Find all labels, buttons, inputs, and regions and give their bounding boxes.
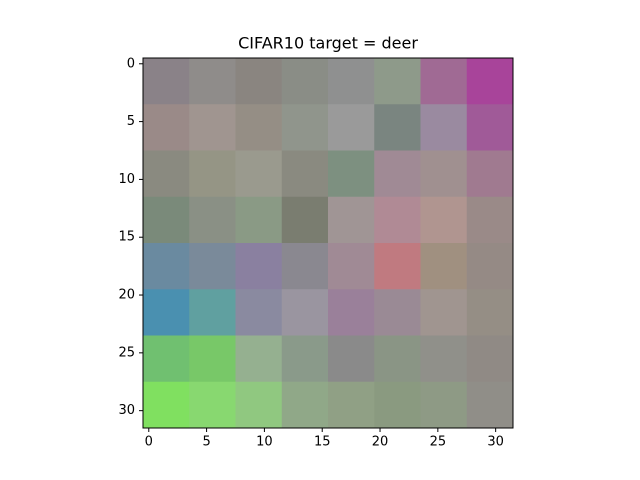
pixel-block bbox=[374, 335, 421, 383]
pixel-block bbox=[189, 104, 236, 151]
pixel-block bbox=[420, 150, 468, 198]
pixel-block bbox=[235, 196, 283, 244]
pixel-block bbox=[328, 335, 375, 383]
pixel-block bbox=[281, 289, 329, 336]
pixel-block bbox=[374, 196, 421, 244]
pixel-block bbox=[374, 381, 421, 429]
y-tick-label: 25 bbox=[118, 345, 135, 360]
pixel-block bbox=[374, 289, 421, 336]
y-tick-label: 10 bbox=[118, 172, 135, 187]
pixel-block bbox=[466, 335, 514, 383]
pixel-block bbox=[143, 335, 190, 383]
x-tick-label: 30 bbox=[487, 435, 504, 450]
pixel-block bbox=[189, 335, 236, 383]
chart-title: CIFAR10 target = deer bbox=[238, 34, 418, 53]
x-tick-label: 10 bbox=[256, 435, 273, 450]
pixel-block bbox=[235, 289, 283, 336]
x-tick-label: 15 bbox=[314, 435, 331, 450]
pixel-block bbox=[189, 58, 236, 105]
pixel-block bbox=[281, 104, 329, 151]
pixel-block bbox=[466, 243, 514, 290]
pixel-block bbox=[420, 243, 468, 290]
pixel-block bbox=[420, 58, 468, 105]
pixel-block bbox=[328, 381, 375, 429]
pixel-block bbox=[235, 150, 283, 198]
x-tick-label: 5 bbox=[202, 435, 210, 450]
pixel-block bbox=[189, 381, 236, 429]
x-tick-label: 0 bbox=[145, 435, 153, 450]
pixel-block bbox=[374, 243, 421, 290]
pixel-block bbox=[281, 335, 329, 383]
pixel-block bbox=[189, 196, 236, 244]
pixel-block bbox=[420, 289, 468, 336]
pixel-block bbox=[143, 150, 190, 198]
pixel-block bbox=[328, 58, 375, 105]
pixel-block bbox=[374, 58, 421, 105]
pixel-block bbox=[235, 243, 283, 290]
pixel-block bbox=[235, 381, 283, 429]
pixel-block bbox=[281, 381, 329, 429]
axes-frame bbox=[142, 57, 514, 429]
pixel-block bbox=[328, 243, 375, 290]
pixel-block bbox=[466, 381, 514, 429]
pixel-block bbox=[420, 335, 468, 383]
pixel-block bbox=[328, 104, 375, 151]
pixel-block bbox=[281, 58, 329, 105]
pixel-block bbox=[466, 58, 514, 105]
pixel-block bbox=[420, 196, 468, 244]
pixel-block bbox=[466, 196, 514, 244]
pixel-block bbox=[420, 381, 468, 429]
pixel-block bbox=[374, 104, 421, 151]
pixel-block bbox=[143, 243, 190, 290]
pixel-block bbox=[189, 243, 236, 290]
pixel-block bbox=[374, 150, 421, 198]
pixel-block bbox=[328, 196, 375, 244]
pixel-block bbox=[328, 150, 375, 198]
pixel-block bbox=[466, 104, 514, 151]
pixel-block bbox=[143, 104, 190, 151]
pixel-block bbox=[235, 104, 283, 151]
pixel-block bbox=[143, 289, 190, 336]
pixel-block bbox=[235, 58, 283, 105]
y-tick-label: 20 bbox=[118, 288, 135, 303]
x-tick-label: 25 bbox=[430, 435, 447, 450]
y-tick-label: 15 bbox=[118, 230, 135, 245]
y-tick-label: 5 bbox=[127, 114, 135, 129]
pixel-block bbox=[281, 150, 329, 198]
pixel-block bbox=[466, 150, 514, 198]
y-tick-label: 0 bbox=[127, 56, 135, 71]
y-tick-label: 30 bbox=[118, 403, 135, 418]
pixel-block bbox=[189, 150, 236, 198]
pixel-block bbox=[328, 289, 375, 336]
pixel-block bbox=[143, 381, 190, 429]
pixel-block bbox=[420, 104, 468, 151]
pixel-block bbox=[189, 289, 236, 336]
pixel-block bbox=[466, 289, 514, 336]
pixel-block bbox=[143, 58, 190, 105]
pixel-block bbox=[235, 335, 283, 383]
pixel-block bbox=[281, 196, 329, 244]
pixel-block bbox=[281, 243, 329, 290]
x-tick-label: 20 bbox=[372, 435, 389, 450]
pixel-block bbox=[143, 196, 190, 244]
